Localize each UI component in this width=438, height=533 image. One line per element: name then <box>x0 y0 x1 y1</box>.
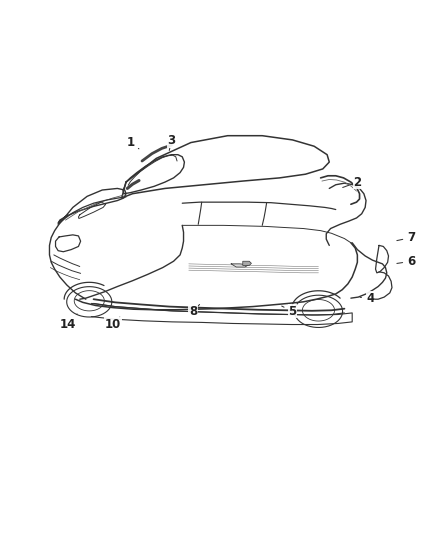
Text: 1: 1 <box>126 136 139 149</box>
Text: 6: 6 <box>397 255 416 268</box>
Text: 3: 3 <box>167 134 176 150</box>
Text: 7: 7 <box>397 231 416 244</box>
Polygon shape <box>243 261 251 265</box>
Text: 8: 8 <box>189 304 200 318</box>
Text: 10: 10 <box>105 317 121 331</box>
Text: 5: 5 <box>282 305 297 318</box>
Text: 14: 14 <box>60 314 77 331</box>
Text: 4: 4 <box>360 292 374 305</box>
Text: 2: 2 <box>343 175 361 189</box>
